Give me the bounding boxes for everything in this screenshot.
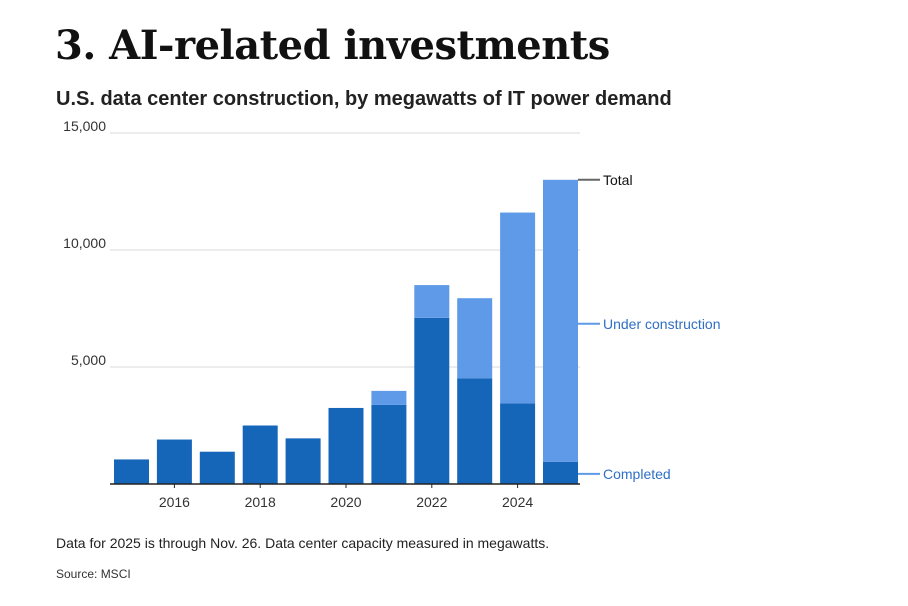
bar-completed: [414, 317, 450, 484]
source-note: Source: MSCI: [56, 567, 131, 581]
bar-under-construction: [371, 390, 407, 405]
y-tick-label: 15,000: [63, 118, 106, 134]
x-tick-label: 2022: [416, 494, 447, 510]
x-tick-label: 2020: [330, 494, 361, 510]
bar-under-construction: [500, 212, 536, 404]
bar-under-construction: [543, 179, 578, 462]
headline: 3. AI-related investments: [55, 22, 610, 69]
x-tick-label: 2024: [502, 494, 533, 510]
bar-completed: [500, 403, 536, 484]
bar-completed: [285, 438, 321, 484]
bar-completed: [371, 404, 407, 484]
bar-completed: [242, 425, 278, 484]
bar-under-construction: [457, 298, 493, 379]
footnote: Data for 2025 is through Nov. 26. Data c…: [56, 535, 550, 551]
bar-under-construction: [414, 285, 450, 318]
bar-completed: [457, 378, 493, 484]
bar-completed: [156, 439, 192, 484]
x-tick-label: 2018: [245, 494, 276, 510]
y-tick-label: 10,000: [63, 235, 106, 251]
bar-completed: [328, 407, 364, 484]
x-tick-label: 2016: [159, 494, 190, 510]
under-construction-annotation: Under construction: [603, 316, 721, 332]
completed-annotation: Completed: [603, 466, 671, 482]
bar-completed: [543, 461, 578, 484]
y-tick-label: 5,000: [71, 352, 106, 368]
bar-completed: [199, 451, 235, 484]
bar-completed: [114, 459, 149, 484]
total-annotation: Total: [603, 172, 633, 188]
chart-title: U.S. data center construction, by megawa…: [56, 88, 672, 110]
